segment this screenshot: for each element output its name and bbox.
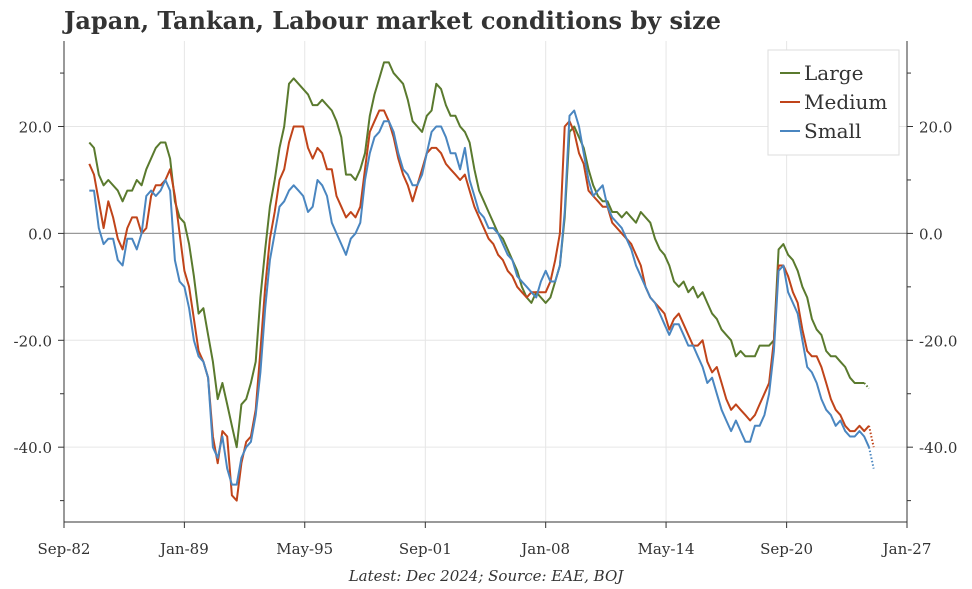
y-tick-label-left: 20.0 (19, 119, 52, 137)
y-tick-label-right: 0.0 (919, 225, 943, 243)
legend-label-medium: Medium (804, 90, 887, 114)
chart-caption: Latest: Dec 2024; Source: EAE, BOJ (348, 567, 624, 585)
chart-title: Japan, Tankan, Labour market conditions … (64, 6, 721, 35)
y-tick-label-right: -40.0 (919, 439, 957, 457)
series-projection-large (863, 382, 870, 390)
y-tick-label-left: 0.0 (28, 225, 52, 243)
y-tick-label-right: -20.0 (919, 332, 957, 350)
x-tick-label: Sep-20 (760, 540, 813, 558)
x-tick-label: Jan-08 (519, 540, 570, 558)
series-line-medium (88, 109, 870, 502)
x-tick-label: May-14 (638, 540, 695, 558)
series-line-small (89, 109, 870, 486)
legend: Large Medium Small (767, 49, 900, 156)
series-line-large (88, 61, 865, 449)
x-tick-label: May-95 (276, 540, 333, 558)
series-lines (88, 61, 875, 502)
series-projection-small (868, 446, 875, 469)
x-tick-label: Jan-89 (158, 540, 209, 558)
x-tick-label: Sep-01 (399, 540, 452, 558)
series-projection-medium (868, 425, 875, 448)
legend-label-large: Large (804, 61, 863, 85)
legend-label-small: Small (804, 119, 861, 143)
axes: Sep-82 Jan-89 May-95 Sep-01 Jan-08 May-14 Sep-… (14, 41, 957, 558)
x-tick-label: Sep-82 (38, 540, 91, 558)
y-tick-label-left: -40.0 (14, 439, 52, 457)
y-tick-label-right: 20.0 (919, 119, 952, 137)
y-tick-label-left: -20.0 (14, 332, 52, 350)
x-tick-label: Jan-27 (881, 540, 932, 558)
